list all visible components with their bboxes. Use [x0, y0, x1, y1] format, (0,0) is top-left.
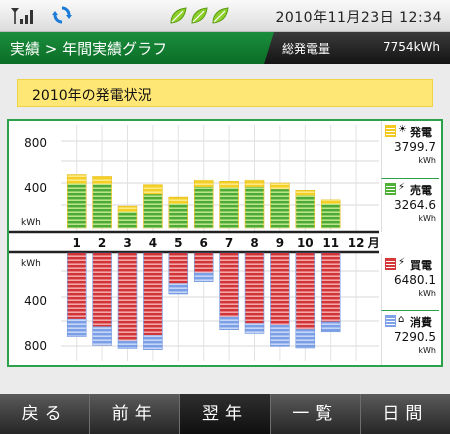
- upper-unit-label: kWh: [21, 218, 41, 228]
- prev-year-button[interactable]: 前年: [90, 394, 181, 434]
- sold-bar: [143, 194, 162, 228]
- sync-icon[interactable]: [52, 5, 72, 25]
- legend-sold: ⚡ 売電 3264.6 kWh: [381, 178, 439, 232]
- month-unit-label: 月: [367, 236, 380, 250]
- legend-label: 発電: [410, 126, 432, 139]
- legend-label: 売電: [410, 184, 432, 197]
- sun-icon: ☀: [398, 124, 407, 135]
- purchased-bar: [143, 253, 162, 336]
- sold-bar: [194, 186, 213, 228]
- purchased-bar: [270, 253, 289, 325]
- purchased-bar: [245, 253, 264, 324]
- legend-swatch: [385, 315, 396, 327]
- bottom-nav: 戻る 前年 翌年 一覧 日間: [0, 394, 450, 434]
- month-label: 1: [73, 236, 81, 250]
- chart-panel: 800 400 kWh kWh 400 800 1 2 3 4 5 6 7 8 9 10 11 12 月 ☀ 発電 37…: [7, 119, 443, 367]
- back-button[interactable]: 戻る: [0, 394, 91, 434]
- sold-bar: [245, 186, 264, 228]
- month-label: 3: [123, 236, 131, 250]
- sold-bar: [118, 211, 137, 228]
- month-label: 6: [200, 236, 208, 250]
- month-label: 7: [225, 236, 233, 250]
- legend-unit: kWh: [418, 214, 436, 223]
- legend-label: 消費: [410, 316, 432, 329]
- breadcrumb: 実績 > 年間実績グラフ: [10, 40, 168, 58]
- month-label: 8: [250, 236, 258, 250]
- sold-bar: [296, 195, 315, 228]
- date-button[interactable]: 日間: [382, 404, 429, 424]
- legend-generation: ☀ 発電 3799.7 kWh: [381, 121, 439, 178]
- month-label: 4: [149, 236, 157, 250]
- legend-label: 買電: [410, 259, 432, 272]
- total-generation-label: 総発電量: [282, 42, 331, 56]
- sold-bar: [220, 187, 239, 228]
- legend-unit: kWh: [418, 156, 436, 165]
- sold-bar: [270, 189, 289, 228]
- total-generation-value: 7754kWh: [383, 40, 440, 54]
- purchased-bar: [296, 253, 315, 330]
- legend-value: 3799.7: [394, 140, 436, 154]
- month-label: 9: [276, 236, 284, 250]
- page-subtitle: 2010年の発電状況: [17, 79, 433, 107]
- legend-swatch: [385, 125, 396, 137]
- sold-bar: [67, 183, 86, 228]
- purchased-bar: [220, 253, 239, 317]
- leaf-indicator: [170, 7, 229, 24]
- purchased-bar: [194, 253, 213, 273]
- month-label: 10: [297, 236, 314, 250]
- lower-tick-label: 400: [24, 294, 47, 308]
- tower-icon: ⚡: [398, 257, 406, 268]
- purchased-bar: [118, 253, 137, 341]
- legend-consumption: ⌂ 消費 7290.5 kWh: [381, 310, 439, 365]
- datetime: 2010年11月23日 12:34: [275, 10, 442, 26]
- month-label: 5: [174, 236, 182, 250]
- sold-bar: [93, 184, 112, 228]
- leaf-icon: [191, 7, 208, 24]
- legend-purchased: ⚡ 買電 6480.1 kWh: [381, 254, 439, 310]
- purchased-bar: [321, 253, 340, 322]
- lower-unit-label: kWh: [21, 259, 41, 269]
- month-label: 2: [98, 236, 106, 250]
- legend-swatch: [385, 258, 396, 270]
- status-bar: 2010年11月23日 12:34: [0, 0, 450, 32]
- sold-bar: [321, 203, 340, 228]
- purchased-bar: [169, 253, 188, 284]
- leaf-icon: [212, 7, 229, 24]
- lower-tick-label: 800: [24, 339, 47, 353]
- purchased-bar: [67, 253, 86, 319]
- legend-value: 3264.6: [394, 198, 436, 212]
- legend-unit: kWh: [418, 346, 436, 355]
- month-label: 11: [322, 236, 339, 250]
- legend-value: 6480.1: [394, 273, 436, 287]
- tower-icon: ⚡: [398, 182, 406, 193]
- title-bar: 実績 > 年間実績グラフ 総発電量 7754kWh: [0, 32, 450, 64]
- subtitle-text: 2010年の発電状況: [32, 88, 152, 104]
- legend-unit: kWh: [418, 289, 436, 298]
- month-axis: [9, 232, 379, 252]
- signal-antenna-icon: [11, 8, 33, 24]
- next-year-button[interactable]: 翌年: [180, 394, 271, 434]
- upper-tick-label: 800: [24, 136, 47, 150]
- legend-swatch: [385, 183, 396, 195]
- month-label: 12: [348, 236, 365, 250]
- sold-bar: [169, 203, 188, 228]
- house-icon: ⌂: [398, 314, 405, 325]
- total-generation-box: 総発電量 7754kWh: [264, 32, 450, 64]
- legend-value: 7290.5: [394, 330, 436, 344]
- upper-tick-label: 400: [24, 181, 47, 195]
- purchased-bar: [93, 253, 112, 327]
- list-button[interactable]: 一覧: [271, 394, 361, 434]
- leaf-icon: [170, 7, 187, 24]
